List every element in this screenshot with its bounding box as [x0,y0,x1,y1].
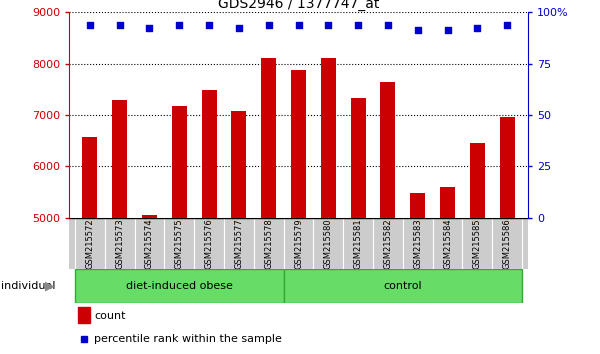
Bar [172,106,187,218]
Point [473,25,482,31]
Bar [142,215,157,218]
Bar [380,82,395,218]
Text: GSM215582: GSM215582 [383,218,392,269]
Bar [492,218,522,269]
Text: GSM215581: GSM215581 [353,218,362,269]
Text: percentile rank within the sample: percentile rank within the sample [94,333,282,344]
Bar [194,218,224,269]
Text: GSM215575: GSM215575 [175,218,184,269]
Bar [500,116,515,218]
Text: GSM215584: GSM215584 [443,218,452,269]
Bar [112,100,127,218]
Text: control: control [383,281,422,291]
Bar [284,218,313,269]
Bar [410,193,425,218]
Bar [82,137,97,218]
Text: GSM215577: GSM215577 [235,218,244,269]
Bar [75,269,284,303]
Bar [134,218,164,269]
Bar [261,58,276,218]
Text: diet-induced obese: diet-induced obese [126,281,233,291]
Bar [164,218,194,269]
Bar [463,218,492,269]
Text: GSM215580: GSM215580 [324,218,333,269]
Text: individual: individual [1,281,56,291]
Bar [105,218,134,269]
Text: GSM215585: GSM215585 [473,218,482,269]
Bar [403,218,433,269]
Bar [254,218,284,269]
Bar [313,218,343,269]
Text: GSM215586: GSM215586 [503,218,512,269]
Bar [343,218,373,269]
Text: ▶: ▶ [45,279,55,292]
Point [413,27,422,33]
Point [234,25,244,31]
Point [115,22,124,28]
Bar [75,218,105,269]
Bar [202,90,217,218]
Bar [433,218,463,269]
Bar [440,187,455,218]
Text: GSM215574: GSM215574 [145,218,154,269]
Point [323,22,333,28]
Point [443,27,452,33]
Text: GSM215573: GSM215573 [115,218,124,269]
Point [264,22,274,28]
Point [383,22,393,28]
Bar [470,143,485,218]
Bar [291,70,306,218]
Point [145,25,154,31]
Bar [232,111,247,218]
Text: GSM215579: GSM215579 [294,218,303,269]
Text: GSM215576: GSM215576 [205,218,214,269]
Title: GDS2946 / 1377747_at: GDS2946 / 1377747_at [218,0,379,11]
Point [353,22,363,28]
Point [294,22,304,28]
Point [502,22,512,28]
Bar [350,98,365,218]
Point [204,22,214,28]
Text: GSM215583: GSM215583 [413,218,422,269]
Bar [321,58,336,218]
Point [85,22,95,28]
Point [175,22,184,28]
Text: GSM215572: GSM215572 [85,218,94,269]
Bar [373,218,403,269]
Bar [224,218,254,269]
Text: GSM215578: GSM215578 [264,218,273,269]
Bar [284,269,522,303]
Text: count: count [94,310,126,321]
Bar [78,307,89,324]
